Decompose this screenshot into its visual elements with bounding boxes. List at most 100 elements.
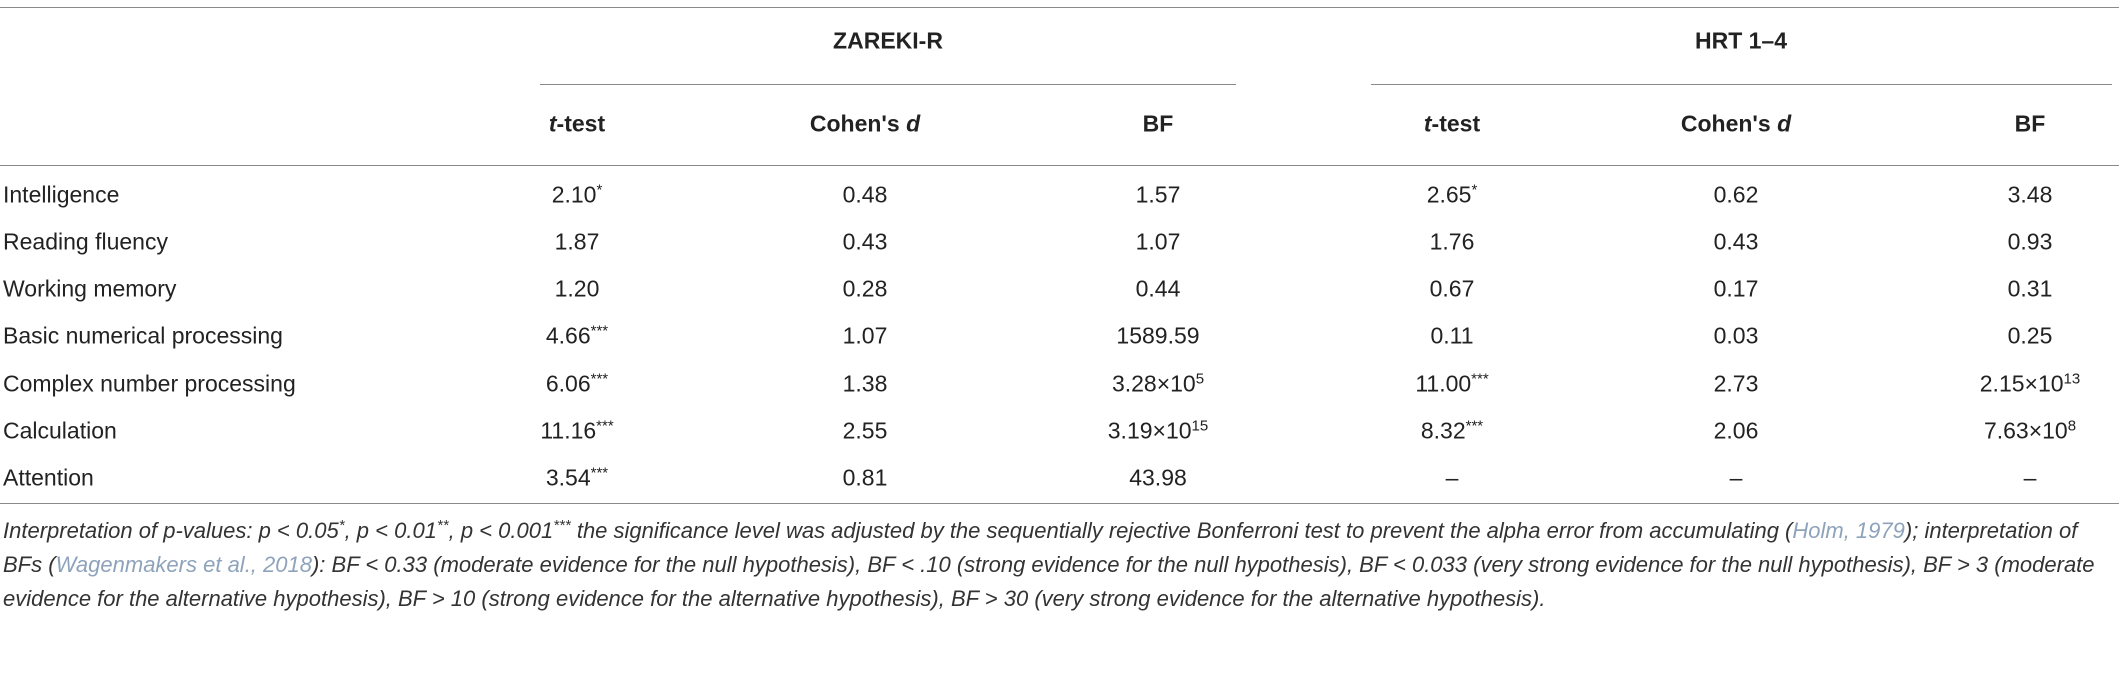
row-label: Calculation xyxy=(3,417,117,444)
table-cell: 3.54*** xyxy=(546,465,608,492)
table-cell: 1.38 xyxy=(842,370,888,397)
table-cell: 0.93 xyxy=(2007,228,2053,255)
table-cell: 11.00*** xyxy=(1415,371,1488,398)
text-segment: * xyxy=(338,517,345,534)
group-rule xyxy=(540,84,1236,85)
text-segment: *** xyxy=(553,517,571,534)
citation-link[interactable]: Wagenmakers et al., 2018 xyxy=(55,552,312,577)
top-rule xyxy=(0,7,2119,8)
row-label: Working memory xyxy=(3,275,177,302)
text-segment: 13 xyxy=(2063,370,2081,388)
text-segment: *** xyxy=(590,464,609,482)
table-cell: 6.06*** xyxy=(546,371,608,398)
table-cell: 1.76 xyxy=(1429,228,1475,255)
table-cell: 43.98 xyxy=(1129,464,1187,491)
text-segment: 11.00 xyxy=(1415,370,1472,397)
text-segment: Cohen's xyxy=(1680,110,1778,137)
text-segment: d xyxy=(1777,110,1792,137)
table-cell: 0.28 xyxy=(842,275,888,302)
text-segment: 6.06 xyxy=(545,370,591,397)
text-segment: 8 xyxy=(2067,417,2077,435)
text-segment: 3.28×10 xyxy=(1111,370,1196,397)
text-segment: 7.63×10 xyxy=(1983,417,2068,444)
table-cell: 0.43 xyxy=(842,228,888,255)
table-cell: – xyxy=(1445,464,1459,491)
text-segment: 11.16 xyxy=(540,417,597,444)
column-header: t-test xyxy=(1424,111,1480,138)
header-rule xyxy=(0,165,2119,166)
table-cell: 1.87 xyxy=(554,228,600,255)
text-segment: t xyxy=(548,110,557,137)
table-cell: 1.07 xyxy=(842,322,888,349)
table-cell: 2.55 xyxy=(842,417,888,444)
row-label: Intelligence xyxy=(3,181,120,208)
table-cell: 1.07 xyxy=(1135,228,1181,255)
text-segment: ): BF < 0.33 (moderate evidence for the … xyxy=(3,552,2095,611)
row-label: Attention xyxy=(3,464,94,491)
table-cell: 0.81 xyxy=(842,464,888,491)
column-header: Cohen's d xyxy=(810,111,920,138)
text-segment: , p < 0.001 xyxy=(448,518,554,543)
table-cell: 3.48 xyxy=(2007,181,2053,208)
table-cell: 2.10* xyxy=(552,182,603,209)
citation-link[interactable]: Holm, 1979 xyxy=(1792,518,1905,543)
table-cell: 0.03 xyxy=(1713,322,1759,349)
text-segment: t xyxy=(1423,110,1432,137)
text-segment: Cohen's xyxy=(809,110,907,137)
text-segment: -test xyxy=(556,110,606,137)
text-segment: *** xyxy=(596,417,614,435)
text-segment: *** xyxy=(590,370,609,388)
text-segment: *** xyxy=(1471,370,1489,388)
text-segment: *** xyxy=(1465,417,1484,435)
table-cell: 3.19×1015 xyxy=(1108,418,1208,445)
text-segment: 8.32 xyxy=(1420,417,1466,444)
table-cell: 7.63×108 xyxy=(1984,418,2076,445)
group-header: ZAREKI-R xyxy=(833,27,943,54)
table-cell: 4.66*** xyxy=(546,323,608,350)
table-cell: – xyxy=(1729,464,1743,491)
table-cell: 0.11 xyxy=(1430,322,1474,349)
text-segment: 3.54 xyxy=(545,464,591,491)
text-segment: 3.19×10 xyxy=(1107,417,1192,444)
table-cell: 0.25 xyxy=(2007,322,2053,349)
text-segment: 15 xyxy=(1191,417,1209,435)
table-cell: 1589.59 xyxy=(1116,322,1200,349)
footnote: Interpretation of p-values: p < 0.05*, p… xyxy=(3,514,2115,616)
table-cell: 0.48 xyxy=(842,181,888,208)
table-cell: 0.44 xyxy=(1135,275,1181,302)
text-segment: *** xyxy=(590,322,609,340)
column-header: BF xyxy=(2014,110,2046,137)
text-segment: , p < 0.01 xyxy=(344,518,437,543)
text-segment: 5 xyxy=(1195,370,1205,388)
table-cell: 0.67 xyxy=(1429,275,1475,302)
table-cell: 1.57 xyxy=(1135,181,1181,208)
column-header: Cohen's d xyxy=(1681,111,1791,138)
table-cell: 2.73 xyxy=(1713,370,1759,397)
group-rule xyxy=(1371,84,2112,85)
table-cell: 2.15×1013 xyxy=(1980,371,2080,398)
table-cell: 11.16*** xyxy=(540,418,613,445)
text-segment: ); interpretation of BFs ( xyxy=(3,518,2078,577)
row-label: Basic numerical processing xyxy=(3,322,283,349)
text-segment: -test xyxy=(1431,110,1481,137)
text-segment: d xyxy=(906,110,921,137)
table-cell: 8.32*** xyxy=(1421,418,1483,445)
table-cell: 0.17 xyxy=(1713,275,1759,302)
column-header: t-test xyxy=(549,111,605,138)
text-segment: 4.66 xyxy=(545,322,591,349)
text-segment: the significance level was adjusted by t… xyxy=(570,518,1793,543)
table-cell: 3.28×105 xyxy=(1112,371,1204,398)
text-segment: 2.65 xyxy=(1426,181,1472,208)
text-segment: 2.15×10 xyxy=(1979,370,2064,397)
row-label: Reading fluency xyxy=(3,228,168,255)
group-header: HRT 1–4 xyxy=(1694,27,1788,54)
table-cell: 0.62 xyxy=(1713,181,1759,208)
table-cell: 1.20 xyxy=(554,275,600,302)
table-cell: – xyxy=(2023,464,2037,491)
table-cell: 0.43 xyxy=(1713,228,1759,255)
table-cell: 2.65* xyxy=(1427,182,1478,209)
text-segment: 2.10 xyxy=(551,181,597,208)
table-cell: 0.31 xyxy=(2007,275,2053,302)
row-label: Complex number processing xyxy=(3,370,296,397)
